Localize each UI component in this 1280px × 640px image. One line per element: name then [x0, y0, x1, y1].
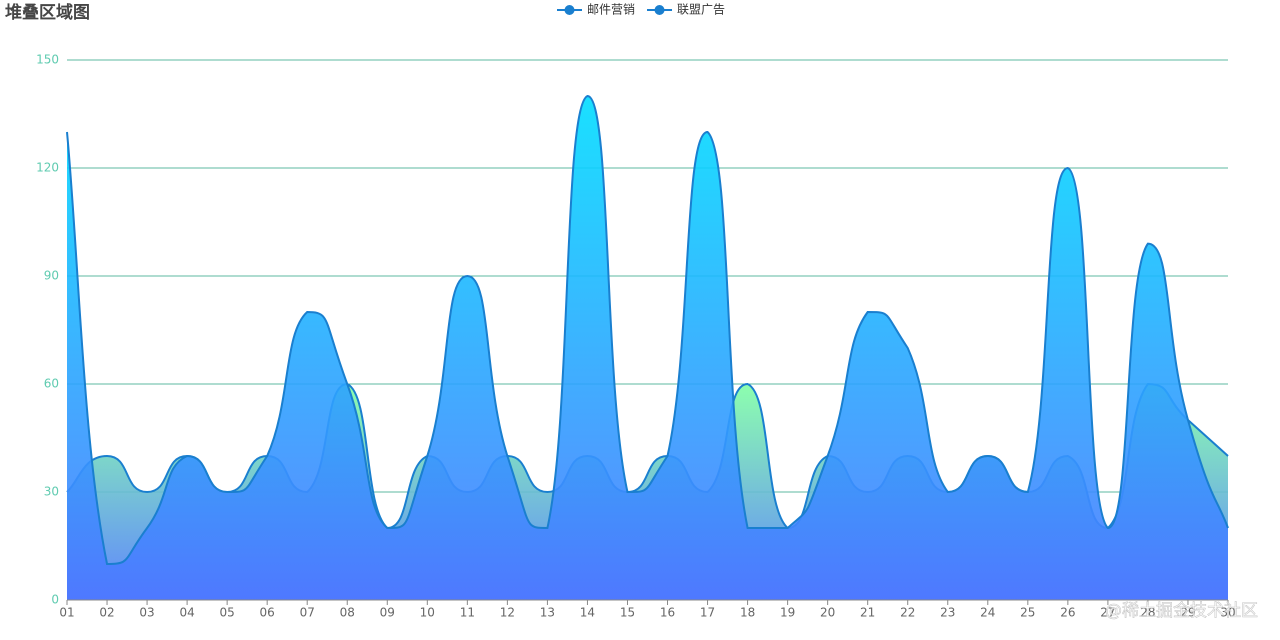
x-tick-label: 30	[1220, 606, 1235, 620]
x-tick-label: 03	[139, 606, 154, 620]
x-tick-label: 14	[580, 606, 595, 620]
x-tick-label: 08	[340, 606, 355, 620]
x-tick-label: 28	[1140, 606, 1155, 620]
x-tick-label: 18	[740, 606, 755, 620]
chart-title: 堆叠区域图	[5, 2, 90, 23]
x-tick-label: 20	[820, 606, 835, 620]
x-tick-label: 24	[980, 606, 995, 620]
x-tick-label: 21	[860, 606, 875, 620]
y-tick-label: 150	[36, 53, 59, 67]
x-tick-label: 16	[660, 606, 675, 620]
y-tick-label: 0	[51, 593, 59, 607]
y-tick-label: 30	[44, 485, 59, 499]
x-tick-label: 29	[1180, 606, 1195, 620]
legend-marker	[564, 5, 575, 15]
legend-item[interactable]: 联盟广告	[647, 3, 725, 17]
x-tick-label: 19	[780, 606, 795, 620]
x-tick-label: 23	[940, 606, 955, 620]
legend-item[interactable]: 邮件营销	[557, 3, 635, 17]
x-tick-label: 10	[420, 606, 435, 620]
y-tick-label: 90	[44, 269, 59, 283]
x-tick-label: 12	[500, 606, 515, 620]
legend-marker	[654, 5, 665, 15]
x-tick-label: 06	[260, 606, 275, 620]
y-tick-label: 120	[36, 161, 59, 175]
x-tick-label: 15	[620, 606, 635, 620]
x-tick-label: 13	[540, 606, 555, 620]
y-tick-label: 60	[44, 377, 59, 391]
x-tick-label: 27	[1100, 606, 1115, 620]
area	[67, 96, 1228, 600]
line	[66, 94, 1229, 566]
x-tick-label: 22	[900, 606, 915, 620]
x-tick-label: 05	[219, 606, 234, 620]
x-tick-label: 07	[300, 606, 315, 620]
watermark: @稀土掘金技术社区	[1105, 601, 1258, 621]
x-tick-label: 26	[1060, 606, 1075, 620]
x-tick-label: 09	[380, 606, 395, 620]
legend-label: 邮件营销	[587, 3, 635, 17]
x-tick-label: 17	[700, 606, 715, 620]
x-tick-label: 02	[99, 606, 114, 620]
legend-label: 联盟广告	[677, 3, 725, 17]
x-tick-label: 11	[460, 606, 475, 620]
x-tick-label: 01	[59, 606, 74, 620]
x-tick-label: 04	[179, 606, 194, 620]
x-tick-label: 25	[1020, 606, 1035, 620]
